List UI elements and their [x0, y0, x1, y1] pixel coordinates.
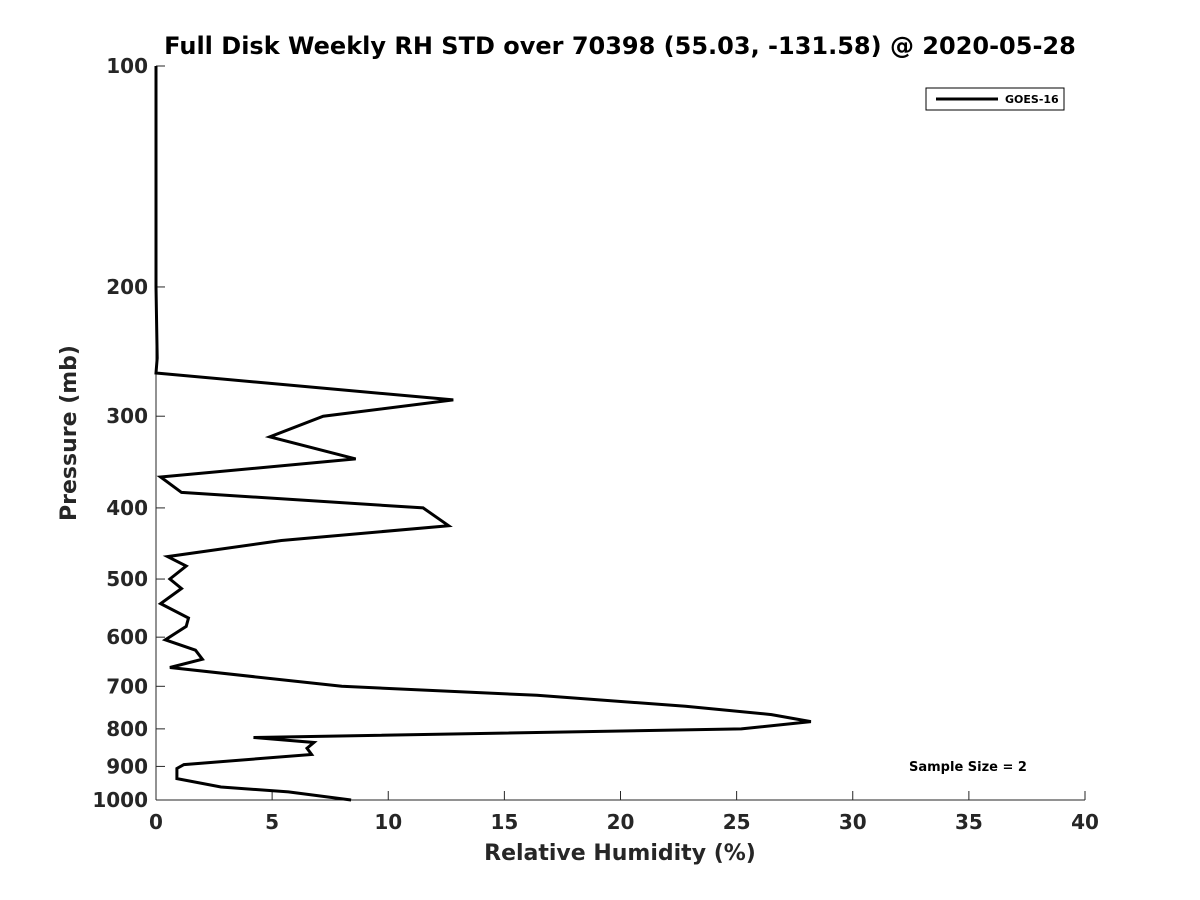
x-tick-label: 40: [1071, 810, 1099, 834]
x-tick-label: 25: [723, 810, 751, 834]
chart-title: Full Disk Weekly RH STD over 70398 (55.0…: [164, 32, 1076, 60]
legend: GOES-16: [925, 87, 1065, 111]
x-tick-label: 30: [839, 810, 867, 834]
y-tick-label: 200: [106, 275, 148, 299]
series-line-goes-16: [154, 66, 812, 802]
sample-size-annotation: Sample Size = 2: [909, 760, 1027, 775]
x-tick-label: 35: [955, 810, 983, 834]
y-tick-label: 500: [106, 567, 148, 591]
y-axis-ticks: 100 200 300 400 500 600 700 800 900 1000: [92, 54, 165, 812]
x-axis-label: Relative Humidity (%): [484, 841, 756, 866]
y-axis-label: Pressure (mb): [57, 345, 82, 521]
x-tick-label: 20: [607, 810, 635, 834]
x-tick-label: 0: [149, 810, 163, 834]
y-tick-label: 100: [106, 54, 148, 78]
x-axis-ticks: 0 5 10 15 20 25 30 35 40: [149, 791, 1099, 834]
y-tick-label: 600: [106, 625, 148, 649]
legend-label: GOES-16: [1005, 93, 1059, 106]
y-tick-label: 1000: [92, 788, 148, 812]
x-tick-label: 10: [374, 810, 402, 834]
series-group: [154, 66, 812, 802]
y-tick-label: 400: [106, 496, 148, 520]
x-tick-label: 5: [265, 810, 279, 834]
y-tick-label: 700: [106, 674, 148, 698]
y-tick-label: 300: [106, 404, 148, 428]
y-tick-label: 900: [106, 754, 148, 778]
x-tick-label: 15: [490, 810, 518, 834]
axes: [155, 66, 1085, 801]
y-tick-label: 800: [106, 717, 148, 741]
